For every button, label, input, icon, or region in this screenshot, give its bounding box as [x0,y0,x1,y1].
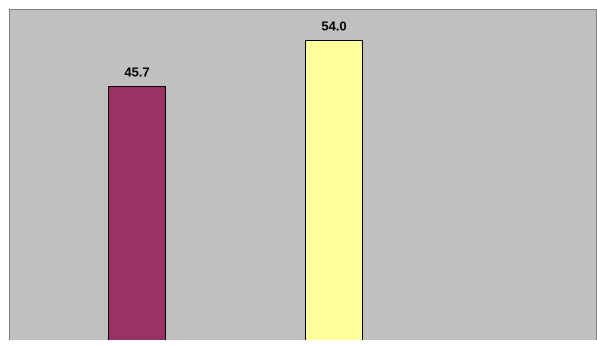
data-label-2: 54.0 [321,19,346,34]
bar-1 [108,86,166,343]
data-labels: 45.7 54.0 [124,19,346,80]
bar-2 [305,40,363,343]
data-label-1: 45.7 [124,65,149,80]
bars [108,40,363,343]
plot-area [9,9,597,341]
